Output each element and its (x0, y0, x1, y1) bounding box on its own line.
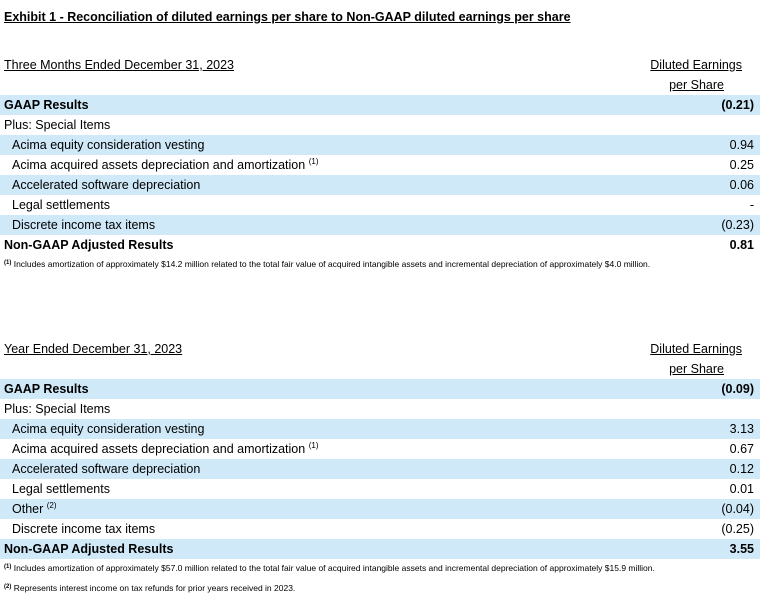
row-value: 3.13 (729, 422, 754, 436)
row-label-text: Accelerated software depreciation (12, 462, 201, 476)
period-heading: Three Months Ended December 31, 2023 (4, 58, 234, 72)
row-label: GAAP Results (4, 95, 89, 115)
row-label-text: Accelerated software depreciation (12, 178, 201, 192)
row-label-text: GAAP Results (4, 382, 89, 396)
row-value: 0.06 (729, 178, 754, 192)
row-label: Acima equity consideration vesting (12, 419, 204, 439)
table-row: Acima acquired assets depreciation and a… (0, 439, 760, 459)
row-value: (0.23) (721, 218, 754, 232)
table-row: Plus: Special Items (0, 399, 760, 419)
column-header: Diluted Earnings per Share (622, 342, 742, 379)
footnote-reference: (1) (308, 441, 319, 450)
footnote: (1) Includes amortization of approximate… (4, 562, 760, 575)
column-header-line2: per Share (669, 78, 724, 92)
row-value: 0.81 (729, 238, 754, 252)
period-heading: Year Ended December 31, 2023 (4, 342, 183, 356)
column-header-line1: Diluted Earnings (650, 58, 742, 72)
row-label-text: Acima acquired assets depreciation and a… (12, 158, 306, 172)
row-value: 0.12 (729, 462, 754, 476)
reconciliation-table: GAAP Results (0.09) Plus: Special Items Aci… (0, 379, 760, 595)
exhibit-title: Exhibit 1 - Reconciliation of diluted ea… (4, 10, 571, 24)
footnote-text: Represents interest income on tax refund… (11, 583, 296, 593)
row-label: Plus: Special Items (4, 399, 110, 419)
row-label-text: Discrete income tax items (12, 522, 156, 536)
row-value: 0.01 (729, 482, 754, 496)
footnote-reference: (1) (308, 157, 319, 166)
footnote-marker: (1) (4, 564, 12, 570)
row-label: GAAP Results (4, 379, 89, 399)
table-row: Accelerated software depreciation 0.12 (0, 459, 760, 479)
row-label: Non-GAAP Adjusted Results (4, 235, 173, 255)
footnote-marker: (1) (4, 260, 12, 266)
column-header: Diluted Earnings per Share (622, 58, 742, 95)
footnote: (1) Includes amortization of approximate… (4, 258, 760, 271)
footnote-marker: (2) (4, 584, 12, 590)
reconciliation-table: GAAP Results (0.21) Plus: Special Items Aci… (0, 95, 760, 271)
table-row: Plus: Special Items (0, 115, 760, 135)
table-row: GAAP Results (0.21) (0, 95, 760, 115)
row-label: Accelerated software depreciation (12, 175, 200, 195)
row-label: Other (2) (12, 499, 57, 519)
row-label-text: Non-GAAP Adjusted Results (4, 542, 174, 556)
table-row: Acima acquired assets depreciation and a… (0, 155, 760, 175)
footnote-reference: (2) (46, 501, 57, 510)
row-label: Non-GAAP Adjusted Results (4, 539, 173, 559)
row-label: Plus: Special Items (4, 115, 110, 135)
row-value: 0.25 (729, 158, 754, 172)
row-value: (0.09) (721, 382, 754, 396)
row-label-text: Legal settlements (12, 482, 110, 496)
row-label: Discrete income tax items (12, 519, 155, 539)
row-label-text: Legal settlements (12, 198, 110, 212)
table-row: Discrete income tax items (0.23) (0, 215, 760, 235)
row-label-text: Acima acquired assets depreciation and a… (12, 442, 306, 456)
row-value: (0.04) (721, 502, 754, 516)
footnote-text: Includes amortization of approximately $… (11, 563, 655, 573)
row-label-text: Other (12, 502, 44, 516)
row-value: 0.94 (729, 138, 754, 152)
column-header-line2: per Share (669, 362, 724, 376)
row-label-text: Non-GAAP Adjusted Results (4, 238, 174, 252)
table-row: Acima equity consideration vesting 0.94 (0, 135, 760, 155)
row-label: Acima equity consideration vesting (12, 135, 204, 155)
row-label-text: Plus: Special Items (4, 402, 111, 416)
column-header-line1: Diluted Earnings (650, 342, 742, 356)
row-label: Acima acquired assets depreciation and a… (12, 439, 318, 459)
row-value: 0.67 (729, 442, 754, 456)
footnote-text: Includes amortization of approximately $… (11, 259, 651, 269)
table-row: Other (2) (0.04) (0, 499, 760, 519)
row-label-text: Acima equity consideration vesting (12, 138, 205, 152)
table-row: Accelerated software depreciation 0.06 (0, 175, 760, 195)
table-row: GAAP Results (0.09) (0, 379, 760, 399)
row-label: Accelerated software depreciation (12, 459, 200, 479)
table-row: Non-GAAP Adjusted Results 3.55 (0, 539, 760, 559)
row-value: - (749, 198, 754, 212)
row-label-text: Acima equity consideration vesting (12, 422, 205, 436)
row-label-text: Discrete income tax items (12, 218, 156, 232)
row-value: (0.21) (721, 98, 754, 112)
table-row: Discrete income tax items (0.25) (0, 519, 760, 539)
row-value: (0.25) (721, 522, 754, 536)
row-label: Legal settlements (12, 479, 110, 499)
table-row: Acima equity consideration vesting 3.13 (0, 419, 760, 439)
row-label: Acima acquired assets depreciation and a… (12, 155, 318, 175)
table-row: Non-GAAP Adjusted Results 0.81 (0, 235, 760, 255)
row-label-text: GAAP Results (4, 98, 89, 112)
row-label: Discrete income tax items (12, 215, 155, 235)
table-row: Legal settlements - (0, 195, 760, 215)
row-value: 3.55 (729, 542, 754, 556)
footnote: (2) Represents interest income on tax re… (4, 582, 760, 595)
row-label-text: Plus: Special Items (4, 118, 111, 132)
row-label: Legal settlements (12, 195, 110, 215)
table-row: Legal settlements 0.01 (0, 479, 760, 499)
